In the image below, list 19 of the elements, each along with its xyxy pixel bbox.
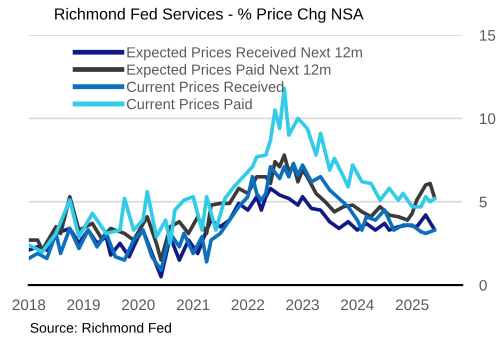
legend-label: Expected Prices Received Next 12m — [127, 46, 362, 60]
chart-title: Richmond Fed Services - % Price Chg NSA — [55, 8, 364, 23]
source-note: Source: Richmond Fed — [30, 322, 171, 333]
y-tick-label: 10 — [480, 113, 496, 124]
legend-label: Current Prices Paid — [126, 98, 252, 110]
x-tick-label: 2018 — [12, 299, 46, 310]
x-tick-label: 2021 — [176, 299, 210, 310]
x-tick-label: 2022 — [232, 299, 264, 310]
x-tick-label: 2025 — [396, 299, 428, 310]
legend-label: Expected Prices Paid Next 12m — [127, 64, 330, 78]
x-tick-label: 2023 — [286, 299, 319, 310]
y-tick-label: 15 — [480, 30, 496, 41]
x-tick-label: 2019 — [67, 299, 100, 310]
line-series — [28, 162, 437, 272]
y-tick-label: 5 — [479, 196, 487, 208]
y-tick-label: 0 — [479, 280, 487, 291]
x-tick-label: 2020 — [122, 299, 155, 310]
legend-label: Current Prices Received — [126, 81, 284, 92]
x-tick-label: 2024 — [341, 299, 374, 310]
